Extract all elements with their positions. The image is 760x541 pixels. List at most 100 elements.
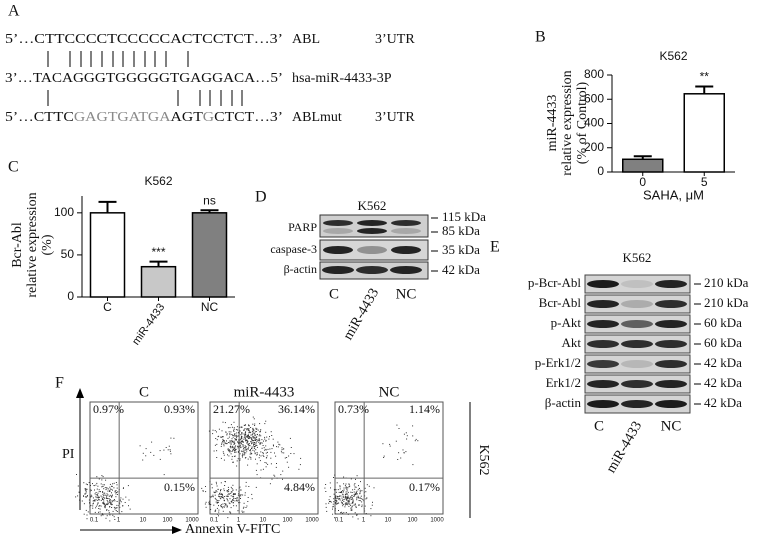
sequence: 5’…CTTC GAGTGATGA AGT GCTCT…3’ — [5, 110, 283, 125]
event — [335, 503, 337, 505]
event — [106, 497, 108, 499]
event — [108, 501, 110, 503]
event — [248, 428, 250, 430]
event — [100, 491, 101, 493]
event — [104, 504, 106, 505]
event — [254, 452, 256, 454]
band — [390, 266, 422, 274]
event — [334, 497, 336, 499]
event — [253, 429, 255, 431]
event — [167, 449, 169, 451]
event — [99, 508, 101, 510]
event — [256, 436, 258, 438]
event — [353, 494, 355, 496]
event — [95, 507, 97, 509]
event — [354, 483, 356, 485]
event — [238, 439, 239, 441]
event — [264, 449, 266, 451]
event — [116, 484, 118, 486]
event — [256, 454, 258, 456]
event — [348, 486, 350, 488]
event — [252, 429, 254, 430]
y-tick-label: 0 — [67, 289, 74, 303]
event — [97, 492, 99, 494]
event — [101, 513, 103, 515]
event — [251, 431, 253, 433]
event — [361, 504, 363, 506]
event — [237, 510, 239, 512]
event — [356, 514, 358, 516]
event — [398, 452, 400, 454]
event — [92, 500, 94, 502]
event — [256, 433, 258, 435]
event — [231, 491, 233, 493]
event — [92, 507, 94, 509]
event — [245, 452, 247, 454]
event — [250, 441, 252, 443]
event — [255, 444, 257, 446]
event — [240, 434, 242, 436]
event — [234, 493, 236, 495]
blot — [319, 239, 429, 261]
event — [341, 499, 343, 501]
event — [95, 494, 97, 496]
event — [347, 499, 349, 501]
event — [215, 509, 217, 511]
event — [92, 497, 94, 499]
event — [102, 476, 104, 478]
event — [216, 507, 218, 509]
event — [356, 499, 358, 501]
event — [246, 428, 248, 430]
event — [233, 493, 235, 494]
event — [260, 451, 262, 453]
event — [229, 511, 231, 513]
event — [332, 513, 334, 515]
event — [365, 491, 367, 493]
event — [76, 474, 77, 475]
event — [244, 425, 246, 426]
significance: ns — [203, 193, 216, 207]
event — [104, 497, 106, 499]
event — [237, 497, 238, 499]
event — [238, 432, 239, 433]
event — [239, 458, 241, 460]
bar — [622, 158, 664, 173]
band — [621, 380, 653, 388]
event — [222, 436, 224, 438]
event — [236, 465, 238, 467]
event — [88, 499, 90, 501]
event — [342, 490, 344, 492]
event — [351, 495, 353, 497]
event — [335, 489, 337, 491]
event — [101, 497, 103, 499]
event — [248, 486, 250, 487]
event — [271, 478, 273, 480]
event — [260, 429, 262, 431]
event — [345, 503, 347, 505]
sequence-region: 3’UTR — [375, 110, 415, 125]
event — [244, 454, 246, 456]
event — [242, 441, 244, 443]
x-tick-label: NC — [201, 300, 219, 314]
event — [364, 505, 366, 507]
event — [241, 438, 243, 440]
event — [109, 506, 111, 508]
band — [357, 220, 387, 226]
event — [221, 497, 223, 499]
event — [236, 426, 238, 428]
event — [252, 433, 254, 435]
event — [256, 445, 258, 446]
x-axis-label: SAHA, μM — [643, 187, 704, 202]
event — [335, 502, 337, 504]
event — [239, 459, 241, 461]
event — [223, 445, 225, 447]
event — [218, 428, 220, 430]
event — [234, 433, 235, 435]
event — [96, 497, 98, 499]
sequence: 3’…TACAGGGTGGGGGTGAGGACA…5’ — [5, 71, 283, 86]
event — [254, 439, 256, 441]
size-label: 42 kDa — [704, 355, 742, 370]
event — [288, 466, 290, 468]
event — [248, 438, 250, 439]
cell-line: K562 — [358, 198, 387, 213]
